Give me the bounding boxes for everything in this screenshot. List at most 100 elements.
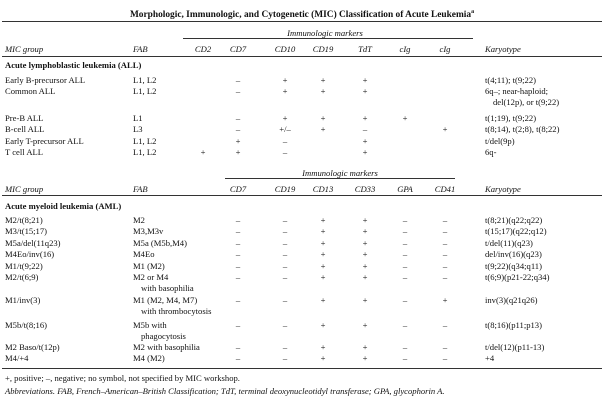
cell: inv(3)(q21q26): [485, 295, 538, 305]
cell: –: [402, 249, 408, 259]
cell: –: [442, 353, 448, 363]
cell: –: [442, 215, 448, 225]
column-header: CD2: [194, 44, 212, 54]
cell: L3: [133, 124, 143, 134]
cell: +/–: [279, 124, 291, 134]
column-header: TdT: [358, 44, 372, 54]
cell: +: [362, 238, 368, 248]
cell: –: [235, 320, 241, 330]
column-header: Karyotype: [485, 44, 521, 54]
cell: –: [235, 215, 241, 225]
cell: –: [442, 238, 448, 248]
cell: –: [235, 249, 241, 259]
rule: [2, 195, 602, 196]
cell: –: [235, 238, 241, 248]
column-header: FAB: [133, 184, 148, 194]
cell: M2 Baso/t(12p): [5, 342, 60, 352]
group-header: Immunologic markers: [302, 168, 378, 178]
cell: +: [320, 353, 326, 363]
cell: t/del(9p): [485, 136, 515, 146]
cell: –: [282, 353, 288, 363]
cell: +: [362, 261, 368, 271]
cell: –: [282, 226, 288, 236]
cell: +: [362, 320, 368, 330]
cell: +: [282, 113, 288, 123]
cell: del/inv(16)(q23): [485, 249, 542, 259]
cell: +: [282, 75, 288, 85]
column-header: MIC group: [5, 44, 44, 54]
footnote: +, positive; –, negative; no symbol, not…: [5, 373, 240, 383]
cell: 6q-: [485, 147, 497, 157]
cell: –: [282, 147, 288, 157]
cell: t(8;14), t(2;8), t(8;22): [485, 124, 560, 134]
cell: +: [442, 295, 448, 305]
section-label: Acute myeloid leukemia (AML): [5, 201, 122, 211]
cell: +: [442, 124, 448, 134]
cell: M1/t(9;22): [5, 261, 43, 271]
cell: –: [282, 295, 288, 305]
cell: with thrombocytosis: [141, 306, 212, 316]
cell: M5a/del(11q23): [5, 238, 61, 248]
cell: +: [362, 147, 368, 157]
cell: +: [362, 75, 368, 85]
cell: +: [362, 249, 368, 259]
cell: –: [282, 238, 288, 248]
cell: +: [320, 75, 326, 85]
cell: t(4;11); t(9;22): [485, 75, 536, 85]
cell: M4Eo/inv(16): [5, 249, 55, 259]
cell: del(12p), or t(9;22): [493, 97, 560, 107]
footnote: Abbreviations. FAB, French–American–Brit…: [5, 386, 445, 396]
rule: [2, 56, 602, 57]
cell: +: [320, 86, 326, 96]
cell: –: [235, 226, 241, 236]
cell: +: [320, 113, 326, 123]
cell: +: [320, 238, 326, 248]
title-note: a: [471, 9, 475, 15]
cell: Early T-precursor ALL: [5, 136, 84, 146]
cell: –: [282, 215, 288, 225]
cell: –: [402, 238, 408, 248]
cell: –: [235, 261, 241, 271]
cell: +: [362, 272, 368, 282]
cell: –: [282, 249, 288, 259]
cell: –: [442, 342, 448, 352]
column-header: CD13: [312, 184, 334, 194]
cell: –: [235, 75, 241, 85]
cell: phagocytosis: [141, 331, 186, 341]
cell: t(15;17)(q22;q12): [485, 226, 547, 236]
rule: [2, 368, 602, 369]
cell: t(8;21)(q22;q22): [485, 215, 543, 225]
cell: +: [320, 261, 326, 271]
cell: T cell ALL: [5, 147, 44, 157]
cell: t/del(11)(q23): [485, 238, 533, 248]
column-header: FAB: [133, 44, 148, 54]
column-header: CD41: [434, 184, 456, 194]
rule: [2, 21, 602, 22]
column-header: CD10: [274, 44, 296, 54]
cell: M1 (M2, M4, M7): [133, 295, 198, 305]
cell: +: [362, 342, 368, 352]
section-label: Acute lymphoblastic leukemia (ALL): [5, 60, 142, 70]
cell: +: [320, 320, 326, 330]
cell: t(6;9)(p21-22;q34): [485, 272, 550, 282]
cell: with basophilia: [141, 283, 194, 293]
cell: L1: [133, 113, 143, 123]
column-header: CD7: [229, 44, 247, 54]
cell: M2 or M4: [133, 272, 169, 282]
cell: M1/inv(3): [5, 295, 41, 305]
cell: t(8;16)(p11;p13): [485, 320, 542, 330]
cell: M2: [133, 215, 145, 225]
cell: –: [282, 261, 288, 271]
cell: –: [235, 86, 241, 96]
cell: M4 (M2): [133, 353, 165, 363]
cell: –: [402, 320, 408, 330]
cell: L1, L2: [133, 75, 157, 85]
cell: –: [402, 215, 408, 225]
cell: –: [282, 320, 288, 330]
column-header: cIg: [399, 44, 411, 54]
cell: M1 (M2): [133, 261, 165, 271]
column-header: CD7: [229, 184, 247, 194]
cell: +: [320, 249, 326, 259]
cell: t(1;19), t(9;22): [485, 113, 537, 123]
cell: M3/t(15;17): [5, 226, 48, 236]
